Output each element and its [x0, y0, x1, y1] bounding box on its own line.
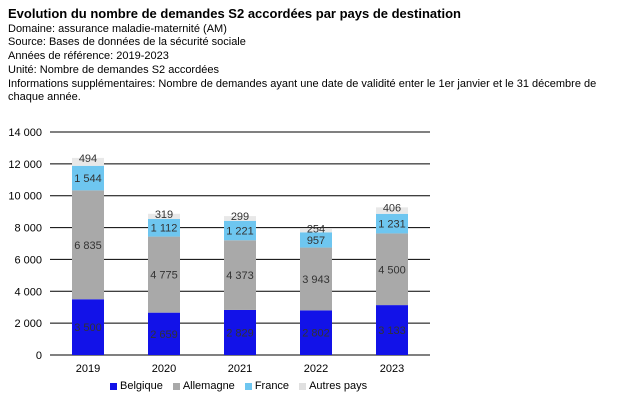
bar-autres-pays-2021 — [224, 216, 256, 221]
source-line: Source: Bases de données de la sécurité … — [8, 36, 246, 48]
x-tick-label: 2020 — [152, 363, 176, 375]
legend-label: Autres pays — [309, 380, 368, 392]
bar-france-2019 — [72, 165, 104, 191]
data-label: 4 373 — [226, 270, 254, 282]
bar-france-2023 — [376, 213, 408, 234]
legend-swatch — [172, 382, 180, 390]
data-label: 6 835 — [74, 240, 102, 252]
data-label: 2 659 — [150, 329, 178, 341]
legend-swatch — [299, 382, 307, 390]
chart-title: Evolution du nombre de demandes S2 accor… — [8, 6, 461, 21]
y-tick-label: 2 000 — [14, 318, 42, 330]
bar-france-2022 — [300, 232, 332, 248]
x-tick-label: 2021 — [228, 363, 252, 375]
y-tick-label: 8 000 — [14, 223, 42, 235]
data-label: 1 231 — [378, 219, 406, 231]
bar-allemagne-2022 — [300, 247, 332, 311]
y-tick-label: 14 000 — [8, 127, 42, 139]
data-label: 3 943 — [302, 274, 330, 286]
bar-allemagne-2019 — [72, 190, 104, 300]
data-label: 957 — [307, 235, 325, 247]
legend-item-france: France — [244, 380, 290, 392]
legend-label: Allemagne — [182, 380, 235, 392]
bar-autres-pays-2020 — [148, 213, 180, 219]
data-label: 4 500 — [378, 264, 406, 276]
data-label: 3 133 — [378, 325, 406, 337]
legend-swatch — [110, 382, 117, 390]
bar-autres-pays-2022 — [300, 228, 332, 233]
bar-allemagne-2023 — [376, 233, 408, 306]
bar-allemagne-2020 — [148, 236, 180, 313]
bar-france-2020 — [148, 218, 180, 237]
legend: Belgique Allemagne France Autres pays — [110, 380, 367, 392]
bar-belgique-2019 — [72, 299, 104, 355]
bar-belgique-2023 — [376, 305, 408, 355]
bar-belgique-2022 — [300, 310, 332, 355]
info-line: Informations supplémentaires: Nombre de … — [8, 78, 597, 103]
y-tick-label: 4 000 — [14, 286, 42, 298]
data-label: 299 — [231, 211, 249, 223]
y-tick-label: 10 000 — [8, 191, 42, 203]
bar-france-2021 — [224, 220, 256, 241]
years-line: Années de référence: 2019-2023 — [8, 50, 169, 62]
bar-autres-pays-2019 — [72, 157, 104, 166]
y-tick-label: 12 000 — [8, 159, 42, 171]
x-tick-label: 2022 — [304, 363, 328, 375]
data-label: 1 544 — [74, 173, 102, 185]
domain-line: Domaine: assurance maladie-maternité (AM… — [8, 23, 227, 35]
data-label: 2 829 — [226, 327, 254, 339]
legend-label: Belgique — [120, 380, 163, 392]
data-label: 2 802 — [302, 328, 330, 340]
x-tick-label: 2023 — [380, 363, 404, 375]
legend-swatch — [244, 382, 252, 390]
y-tick-label: 0 — [36, 350, 42, 362]
bar-allemagne-2021 — [224, 240, 256, 310]
bar-belgique-2020 — [148, 312, 180, 355]
data-label: 254 — [307, 223, 325, 235]
data-label: 4 775 — [150, 270, 178, 282]
unit-line: Unité: Nombre de demandes S2 accordées — [8, 64, 219, 76]
bar-belgique-2021 — [224, 309, 256, 355]
bar-autres-pays-2023 — [376, 207, 408, 214]
data-label: 3 500 — [74, 322, 102, 334]
data-label: 1 112 — [151, 223, 178, 235]
legend-item-belgique: Belgique — [110, 380, 163, 392]
legend-item-allemagne: Allemagne — [172, 380, 235, 392]
data-label: 1 221 — [226, 226, 254, 238]
data-label: 406 — [383, 202, 401, 214]
legend-item-autres-pays: Autres pays — [299, 380, 367, 392]
x-tick-label: 2019 — [76, 363, 100, 375]
data-label: 494 — [79, 153, 97, 165]
legend-label: France — [254, 380, 290, 392]
y-tick-label: 6 000 — [14, 254, 42, 266]
data-label: 319 — [155, 209, 173, 221]
